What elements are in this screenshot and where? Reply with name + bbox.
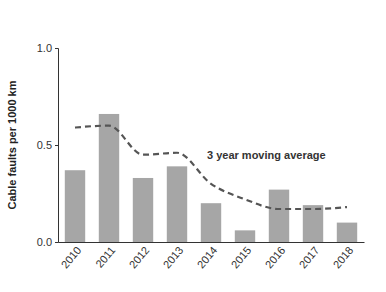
bar xyxy=(65,170,85,242)
x-axis: 2010 2011 2012 2013 2014 2015 2016 2017 2018 xyxy=(59,242,365,271)
y-axis-line xyxy=(55,49,59,243)
bar xyxy=(133,178,153,242)
x-tick: 2016 xyxy=(263,242,288,271)
bar xyxy=(167,166,187,242)
bar xyxy=(269,190,289,242)
bar xyxy=(99,114,119,242)
x-tick: 2015 xyxy=(229,242,254,271)
x-tick-label: 2010 xyxy=(59,244,84,270)
x-tick-label: 2013 xyxy=(161,244,186,270)
y-axis-title: Cable faults per 1000 km xyxy=(6,80,18,209)
chart: 0.00.51.02010201120122013201420152016201… xyxy=(0,0,386,292)
y-tick-label: 1.0 xyxy=(37,42,52,54)
moving-average-line xyxy=(75,126,347,209)
x-tick-label: 2018 xyxy=(331,244,356,270)
x-tick: 2014 xyxy=(195,242,220,271)
y-tick: 1.0 xyxy=(37,42,58,54)
x-tick-label: 2012 xyxy=(127,244,152,270)
x-tick: 2017 xyxy=(297,242,322,271)
bars xyxy=(65,114,357,242)
bar xyxy=(337,223,357,242)
x-tick: 2018 xyxy=(331,242,356,271)
bar xyxy=(235,230,255,242)
x-tick: 2011 xyxy=(93,242,117,270)
x-tick: 2010 xyxy=(59,242,84,271)
y-tick-mark xyxy=(55,48,58,49)
y-tick: 0.5 xyxy=(37,139,58,151)
y-tick-label: 0.0 xyxy=(37,236,52,248)
y-tick: 0.0 xyxy=(37,236,58,248)
plot-area xyxy=(65,114,357,242)
x-axis-line xyxy=(59,242,365,243)
x-tick-label: 2014 xyxy=(195,244,220,270)
y-tick-mark xyxy=(55,242,58,243)
x-tick-label: 2017 xyxy=(297,244,322,270)
y-tick-mark xyxy=(55,145,58,146)
bar xyxy=(303,205,323,242)
series-annotation: 3 year moving average xyxy=(207,149,326,161)
x-tick: 2012 xyxy=(127,242,152,271)
x-tick: 2013 xyxy=(161,242,186,271)
x-tick-label: 2011 xyxy=(93,244,117,270)
bar xyxy=(201,203,221,242)
x-tick-label: 2015 xyxy=(229,244,254,270)
y-axis: 0.0 0.5 1.0 xyxy=(37,42,59,248)
x-tick-label: 2016 xyxy=(263,244,288,270)
y-tick-label: 0.5 xyxy=(37,139,52,151)
